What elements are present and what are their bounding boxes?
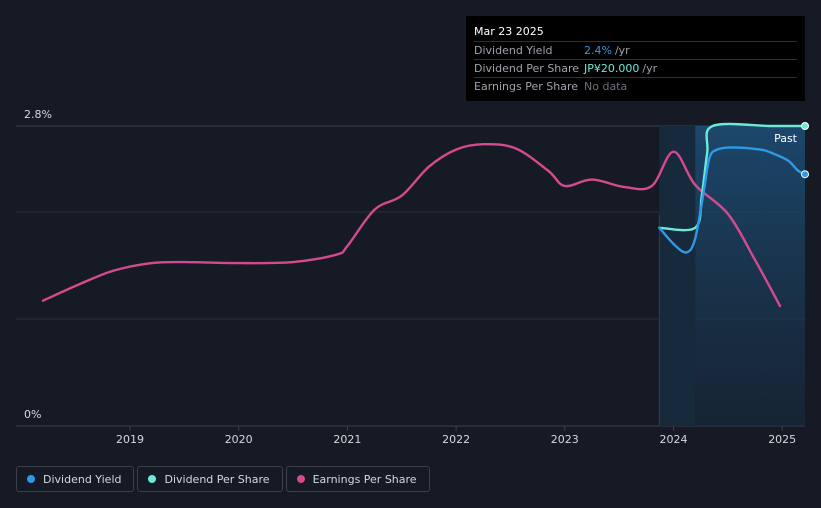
legend-label: Dividend Yield: [43, 472, 122, 486]
x-tick-label: 2023: [551, 433, 579, 446]
tooltip-value: No data: [584, 80, 628, 93]
legend-dot-icon: [296, 475, 305, 483]
x-tick-label: 2024: [660, 433, 688, 446]
tooltip-row-dividend-per-share: Dividend Per Share JP¥20.000 /yr: [474, 59, 797, 77]
legend-label: Earnings Per Share: [312, 472, 417, 486]
tooltip-date: Mar 23 2025: [474, 25, 544, 38]
x-tick-label: 2022: [442, 433, 470, 446]
series-lines: [41, 122, 809, 308]
x-tick-label: 2019: [116, 433, 144, 446]
legend-dividend-per-share[interactable]: Dividend Per Share: [137, 466, 283, 492]
y-tick-label: 2.8%: [24, 108, 52, 121]
series-line-dividend-per-share: [658, 122, 808, 232]
past-region-shade: [659, 126, 696, 426]
x-tick-label: 2025: [768, 433, 796, 446]
tooltip-row-dividend-yield: Dividend Yield 2.4% /yr: [474, 41, 797, 59]
legend-dot-icon: [148, 475, 157, 483]
tooltip-row-earnings-per-share: Earnings Per Share No data: [474, 77, 797, 95]
tooltip-value: 2.4%: [584, 44, 612, 57]
x-tick-label: 2020: [225, 433, 253, 446]
chart-legend: Dividend Yield Dividend Per Share Earnin…: [16, 466, 430, 492]
axis-ticks: 2019 2020 2021 2022 2023 2024 2025 2.8% 0% Past: [24, 108, 798, 446]
y-tick-label: 0%: [24, 408, 41, 421]
tooltip-label: Earnings Per Share: [474, 80, 579, 93]
past-region-shade-bright: [695, 126, 805, 426]
series-line-earnings-per-share: [41, 142, 782, 308]
past-region: [658, 126, 805, 426]
x-tick-label: 2021: [333, 433, 361, 446]
legend-label: Dividend Per Share: [164, 472, 270, 486]
series-line-dividend-yield: [658, 146, 808, 254]
tooltip-unit: /yr: [614, 44, 630, 57]
past-label: Past: [774, 132, 798, 145]
legend-earnings-per-share[interactable]: Earnings Per Share: [285, 466, 430, 492]
tooltip-unit: /yr: [642, 62, 658, 75]
tooltip-label: Dividend Per Share: [474, 62, 580, 75]
tooltip-value: JP¥20.000: [584, 62, 640, 75]
series-end-marker-dividend-per-share: [801, 122, 809, 130]
tooltip-label: Dividend Yield: [474, 44, 553, 57]
tooltip-panel: Mar 23 2025 Dividend Yield 2.4% /yr Divi…: [466, 16, 805, 101]
legend-dot-icon: [27, 475, 35, 483]
series-end-marker-dividend-yield: [801, 170, 809, 179]
legend-dividend-yield[interactable]: Dividend Yield: [16, 466, 135, 492]
